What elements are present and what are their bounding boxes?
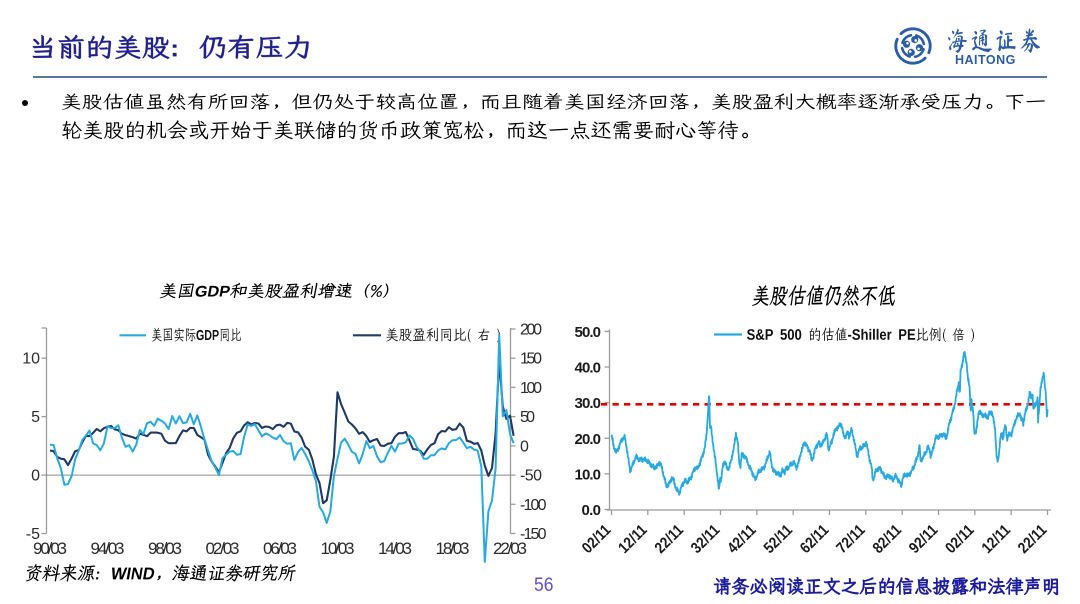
svg-text:50: 50	[520, 409, 535, 426]
svg-text:22/11: 22/11	[652, 521, 688, 557]
svg-text:0: 0	[520, 438, 529, 455]
svg-text:18/03: 18/03	[436, 539, 470, 558]
svg-text:-50: -50	[520, 468, 542, 485]
svg-text:42/11: 42/11	[724, 521, 760, 557]
svg-text:10: 10	[22, 351, 40, 368]
svg-text:32/11: 32/11	[688, 521, 724, 557]
svg-text:50.0: 50.0	[575, 324, 602, 341]
svg-text:100: 100	[520, 380, 542, 397]
svg-text:22/11: 22/11	[1015, 521, 1051, 557]
svg-text:02/11: 02/11	[942, 521, 978, 557]
svg-text:10/03: 10/03	[321, 539, 355, 558]
svg-text:92/11: 92/11	[906, 521, 942, 557]
svg-text:82/11: 82/11	[870, 521, 906, 557]
svg-text:22/03: 22/03	[493, 539, 527, 558]
svg-text:200: 200	[520, 322, 542, 339]
svg-text:0: 0	[31, 468, 40, 485]
svg-text:-5: -5	[26, 526, 40, 543]
svg-text:02/03: 02/03	[206, 539, 240, 558]
svg-text:-100: -100	[520, 497, 547, 514]
svg-text:62/11: 62/11	[797, 521, 833, 557]
svg-text:20.0: 20.0	[575, 431, 602, 448]
svg-text:90/03: 90/03	[33, 539, 67, 558]
svg-text:52/11: 52/11	[761, 521, 797, 557]
svg-text:0.0: 0.0	[582, 502, 602, 519]
svg-text:40.0: 40.0	[575, 360, 602, 377]
svg-text:06/03: 06/03	[263, 539, 297, 558]
svg-text:12/11: 12/11	[615, 521, 651, 557]
svg-text:30.0: 30.0	[575, 395, 602, 412]
svg-text:14/03: 14/03	[378, 539, 412, 558]
svg-text:-150: -150	[520, 526, 547, 543]
svg-text:98/03: 98/03	[148, 539, 182, 558]
svg-text:10.0: 10.0	[575, 466, 602, 483]
svg-text:72/11: 72/11	[833, 521, 869, 557]
svg-text:02/11: 02/11	[579, 521, 615, 557]
svg-text:150: 150	[520, 351, 542, 368]
svg-text:5: 5	[31, 409, 40, 426]
svg-text:94/03: 94/03	[91, 539, 125, 558]
svg-text:12/11: 12/11	[979, 521, 1015, 557]
